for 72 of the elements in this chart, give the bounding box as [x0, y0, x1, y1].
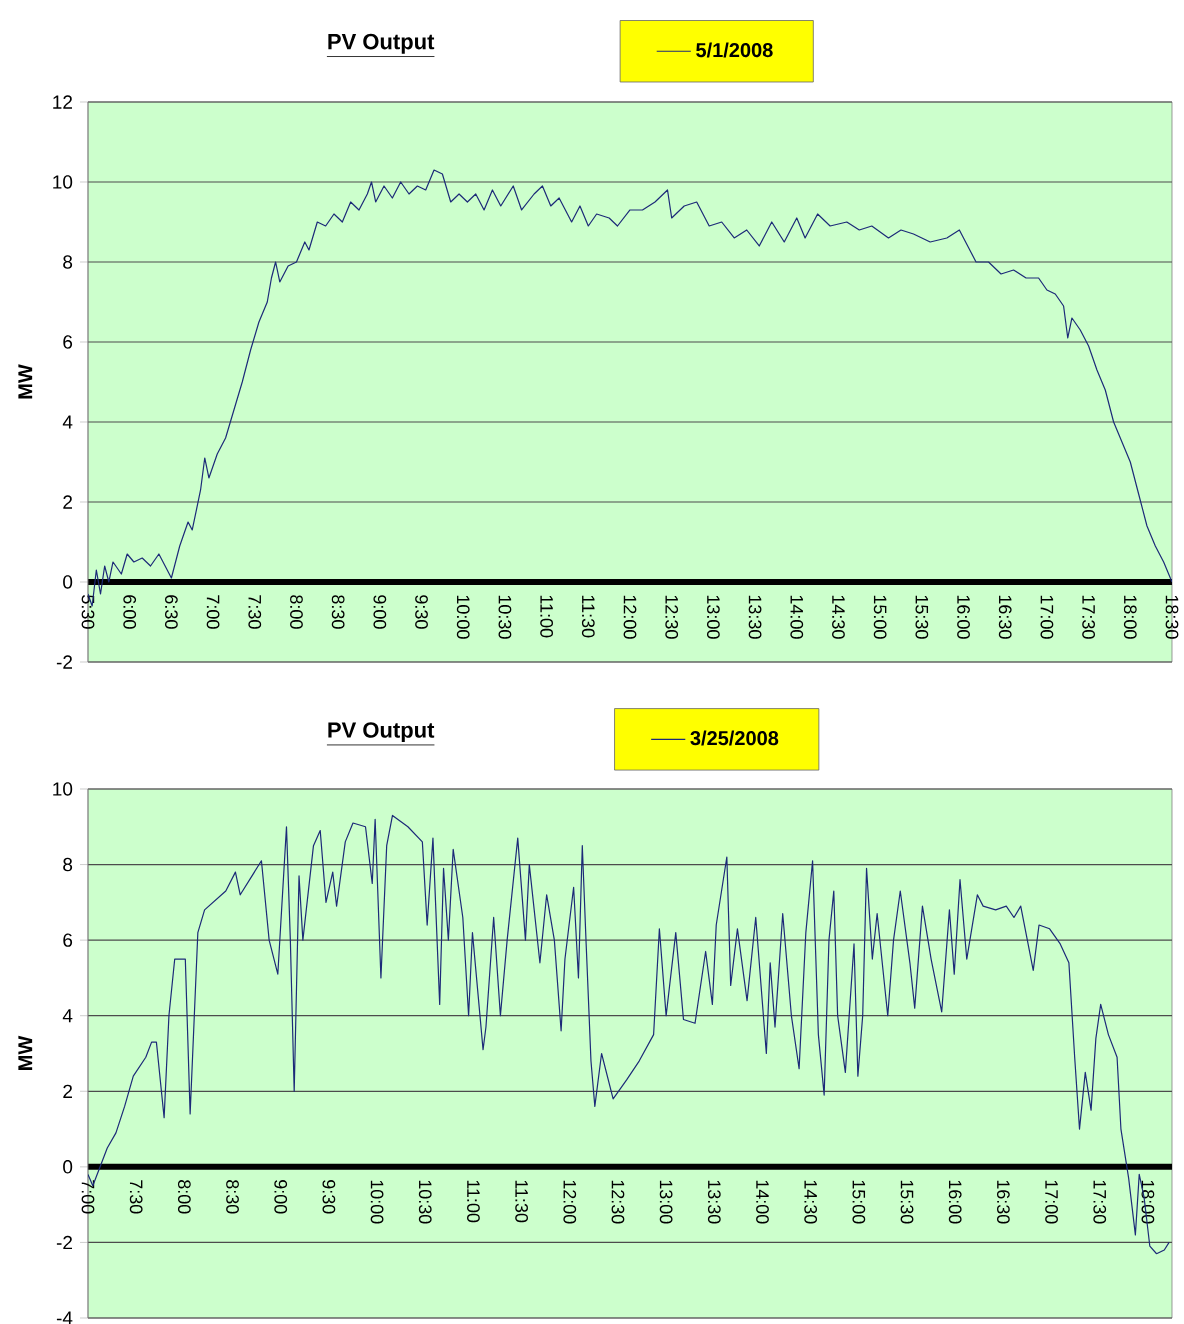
x-tick-label: 11:00	[467, 1180, 480, 1223]
x-tick-label: 6:30	[165, 595, 178, 629]
y-tick-label: -4	[56, 1311, 73, 1324]
x-tick-label: 12:00	[623, 595, 637, 639]
x-tick-label: 12:00	[563, 1180, 577, 1224]
y-axis-title: MW	[18, 364, 33, 399]
x-tick-label: 10:30	[498, 595, 512, 639]
y-tick-label: 6	[63, 933, 73, 947]
x-tick-label: 17:30	[1093, 1180, 1107, 1224]
x-tick-label: 7:00	[206, 595, 220, 629]
chart-title: PV Output	[328, 33, 435, 54]
y-tick-label: 12	[53, 95, 72, 109]
x-tick-label: 14:00	[790, 595, 804, 639]
y-tick-label: 0	[63, 1160, 73, 1174]
x-tick-label: 15:00	[852, 1180, 866, 1224]
x-tick-label: 16:00	[948, 1180, 962, 1224]
y-tick-label: 2	[63, 1084, 72, 1098]
x-tick-label: 16:30	[996, 1180, 1010, 1224]
x-tick-label: 15:30	[915, 595, 929, 639]
x-tick-label: 17:00	[1045, 1180, 1058, 1224]
x-tick-label: 12:30	[665, 595, 679, 639]
x-tick-label: 13:30	[748, 595, 762, 639]
x-tick-label: 9:00	[274, 1180, 288, 1214]
x-tick-label: 10:00	[456, 595, 470, 639]
x-tick-label: 14:30	[832, 595, 845, 639]
y-tick-label: 10	[53, 782, 73, 796]
y-axis-title: MW	[18, 1035, 33, 1070]
y-tick-label: -2	[56, 655, 72, 669]
y-tick-label: 4	[62, 415, 73, 429]
x-tick-label: 12:30	[611, 1180, 625, 1224]
x-tick-label: 16:30	[998, 595, 1012, 639]
x-tick-label: 8:30	[226, 1180, 239, 1214]
y-tick-label: 4	[62, 1009, 73, 1023]
x-tick-label: 10:00	[370, 1180, 384, 1224]
x-tick-label: 9:00	[373, 595, 387, 629]
x-tick-label: 5:30	[81, 595, 95, 629]
chart-title: PV Output	[328, 722, 435, 743]
x-tick-label: 13:00	[659, 1180, 673, 1224]
x-tick-label: 7:30	[129, 1180, 143, 1214]
x-tick-label: 14:00	[756, 1180, 769, 1224]
y-tick-label: 8	[63, 255, 73, 269]
y-tick-label: 6	[63, 335, 73, 349]
x-tick-label: 13:30	[707, 1180, 721, 1224]
x-tick-label: 15:30	[900, 1180, 914, 1224]
x-tick-label: 6:00	[123, 595, 137, 629]
x-tick-label: 14:30	[804, 1180, 818, 1224]
y-tick-label: 10	[53, 175, 73, 189]
y-tick-label: 8	[63, 857, 73, 872]
x-tick-label: 11:30	[581, 595, 595, 638]
x-tick-label: 13:00	[706, 595, 720, 639]
x-tick-label: 9:30	[322, 1180, 336, 1214]
x-tick-label: 17:30	[1082, 595, 1095, 639]
legend-label: 5/1/2008	[696, 42, 773, 58]
x-tick-label: 8:00	[177, 1180, 191, 1214]
x-tick-label: 10:30	[418, 1180, 432, 1224]
x-tick-label: 7:30	[248, 595, 262, 629]
x-tick-label: 15:00	[873, 595, 887, 639]
x-tick-label: 9:30	[415, 595, 428, 629]
x-tick-label: 8:30	[331, 595, 345, 629]
x-tick-label: 8:00	[290, 595, 303, 629]
y-tick-label: 2	[63, 495, 72, 509]
x-tick-label: 11:30	[515, 1180, 528, 1223]
x-tick-label: 18:30	[1165, 595, 1179, 639]
x-tick-label: 17:00	[1040, 595, 1054, 639]
y-tick-label: -2	[56, 1235, 72, 1250]
x-tick-label: 11:00	[540, 595, 553, 638]
x-tick-label: 7:00	[81, 1180, 95, 1214]
x-tick-label: 18:00	[1141, 1180, 1155, 1224]
legend-label: 3/25/2008	[690, 730, 779, 746]
x-tick-label: 16:00	[957, 595, 970, 639]
y-tick-label: 0	[63, 575, 73, 589]
x-tick-label: 18:00	[1123, 595, 1137, 639]
